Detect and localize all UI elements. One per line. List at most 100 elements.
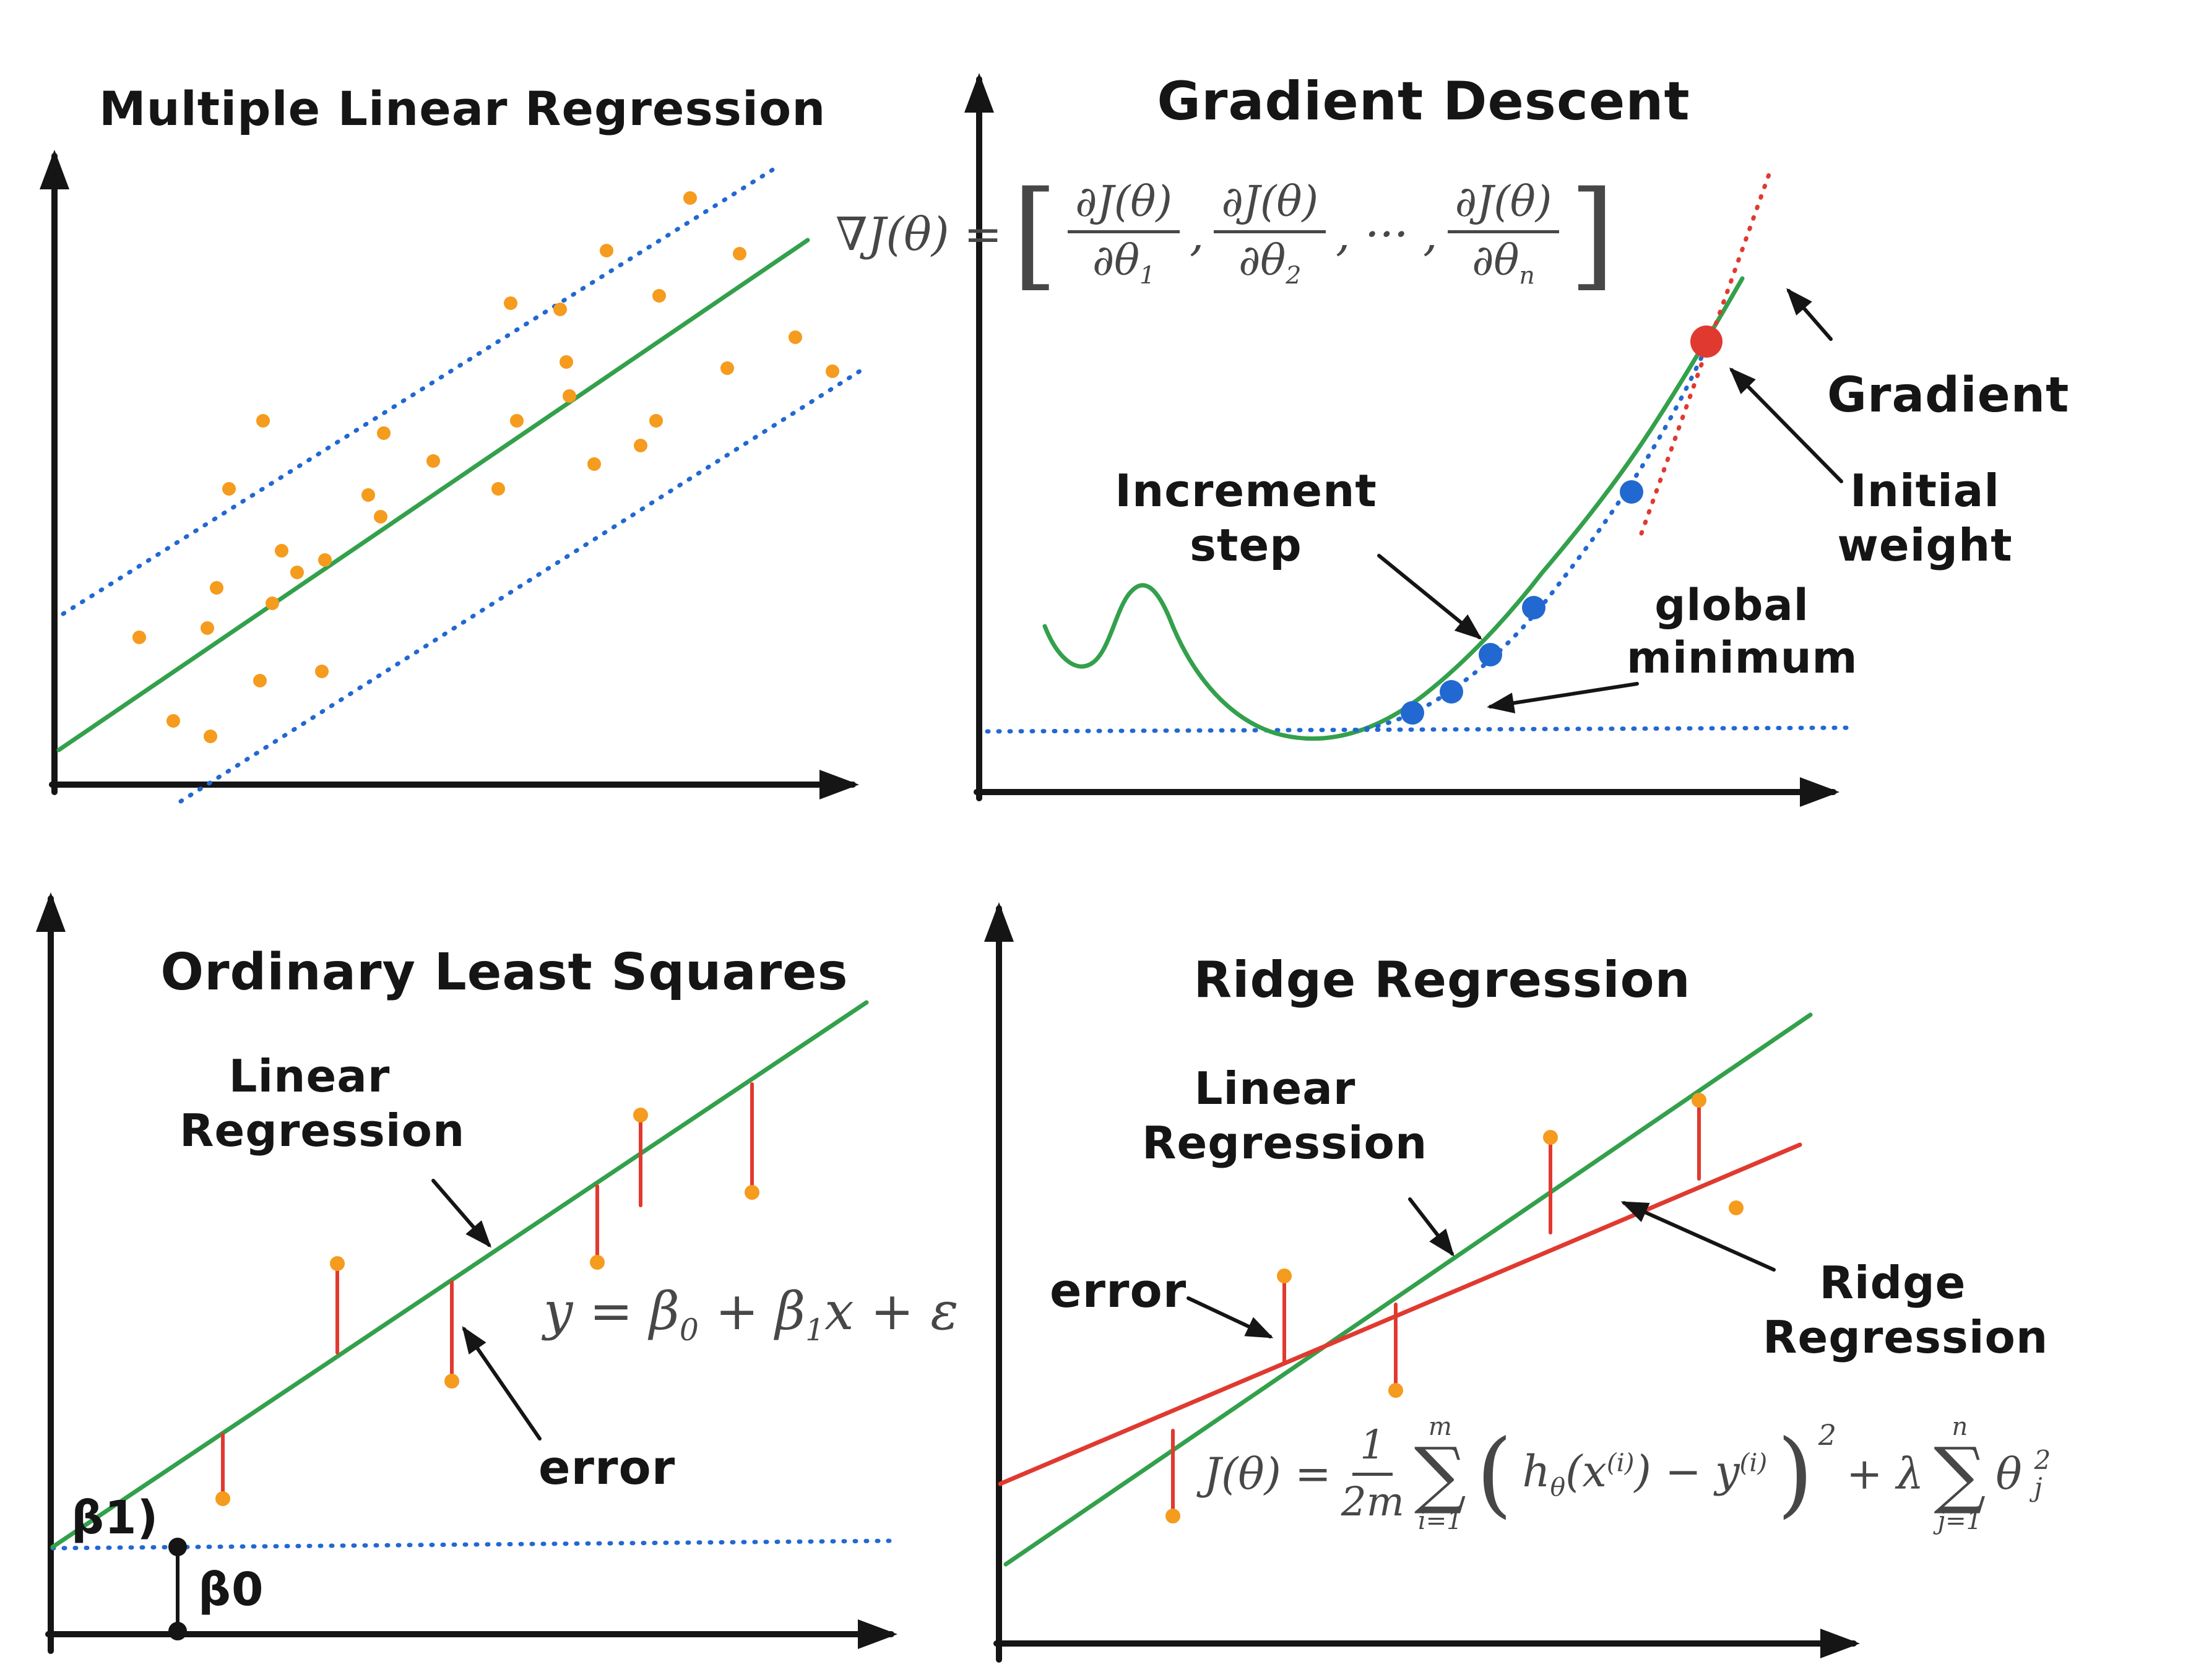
summation-1: m ∑ i=1 <box>1414 1415 1466 1533</box>
mlr-scatter-points <box>132 191 839 743</box>
scatter-point <box>222 482 236 496</box>
lambda-term: + λ <box>1846 1449 1924 1500</box>
bracket-open: [ <box>1012 165 1058 303</box>
ridge-linear-regression-arrow <box>1408 1197 1455 1257</box>
sum-upper: m <box>1428 1413 1452 1441</box>
label-line: weight <box>1837 519 2013 571</box>
ridge-title: Ridge Regression <box>1193 951 1691 1009</box>
gradient-vector-formula: ∇J(θ) = [ ∂J(θ) ∂θ1 , ∂J(θ) ∂θ2 , ··· , … <box>836 165 1615 303</box>
scatter-point <box>720 361 734 375</box>
scatter-point <box>201 621 214 635</box>
ols-linear-regression-label: Linear Regression <box>179 1049 465 1158</box>
scatter-point <box>275 544 288 558</box>
paren-open: ( <box>1476 1419 1513 1528</box>
scatter-point <box>826 364 839 378</box>
gradient-step-dot <box>1401 701 1424 725</box>
label-line: minimum <box>1627 632 1858 684</box>
ols-intercept-line <box>50 1538 899 1551</box>
scatter-point <box>315 665 329 678</box>
scatter-point <box>374 510 387 523</box>
scatter-point <box>634 439 647 452</box>
ridge-regression-label-arrow <box>1620 1201 1776 1272</box>
bracket-close: ] <box>1569 165 1615 303</box>
mlr-plot <box>40 150 864 804</box>
data-point <box>633 1108 648 1122</box>
eq-sup: (i) <box>1606 1447 1635 1478</box>
data-point <box>1277 1269 1292 1283</box>
label-line: step <box>1190 519 1302 571</box>
ellipsis: , ··· , <box>1336 207 1438 261</box>
theta-term: θ <box>1995 1449 2022 1500</box>
den-sub: n <box>1519 261 1535 290</box>
summation-2: n ∑ j=1 <box>1934 1415 1986 1533</box>
mlr-upper-band <box>61 166 777 616</box>
label-line: Regression <box>179 1104 465 1157</box>
scatter-point <box>166 714 180 728</box>
gradient-arrow <box>1786 288 1833 341</box>
increment-step-label: Increment step <box>1107 464 1385 573</box>
label-line: Regression <box>1142 1116 1428 1169</box>
sum-lower: i=1 <box>1418 1507 1463 1536</box>
ols-linear-regression-arrow <box>431 1179 491 1248</box>
paren-close: ) <box>1777 1419 1813 1528</box>
sigma-icon: ∑ <box>1414 1431 1467 1517</box>
ridge-linear-regression-label: Linear Regression <box>1142 1062 1428 1171</box>
ols-error-arrow <box>462 1326 542 1441</box>
ridge-regression-label: Ridge Regression <box>1763 1256 2049 1365</box>
initial-weight-label: Initial weight <box>1826 464 2024 573</box>
eq-part: (x <box>1565 1446 1607 1497</box>
data-point <box>1165 1509 1180 1523</box>
data-point <box>1543 1130 1558 1145</box>
ridge-error-label: error <box>1050 1263 1187 1318</box>
eq-part: ) − y <box>1634 1446 1740 1497</box>
data-point <box>590 1255 605 1270</box>
data-point <box>330 1256 345 1271</box>
theta-exponents: 2 j <box>2034 1444 2051 1501</box>
den-text: ∂θ <box>1092 236 1140 286</box>
partial-derivative-2: ∂J(θ) ∂θ2 <box>1214 178 1326 290</box>
denominator: ∂θ1 <box>1092 233 1155 290</box>
partial-derivative-1: ∂J(θ) ∂θ1 <box>1068 178 1180 290</box>
den-sub: 1 <box>1139 261 1156 290</box>
partial-derivative-n: ∂J(θ) ∂θn <box>1447 178 1560 290</box>
ols-data-points <box>215 1082 759 1506</box>
fraction: 1 2m <box>1341 1423 1404 1525</box>
scatter-point <box>649 414 663 428</box>
scatter-point <box>652 289 666 303</box>
scatter-point <box>553 303 567 316</box>
initial-weight-arrow <box>1729 367 1843 483</box>
scatter-point <box>683 191 697 205</box>
scatter-point <box>253 674 267 687</box>
gd-title: Gradient Descent <box>1157 71 1690 132</box>
ols-equation: y = β0 + β1x + ε <box>543 1281 958 1348</box>
ols-error-label: error <box>538 1440 676 1495</box>
label-line: Ridge <box>1819 1257 1966 1309</box>
label-line: Regression <box>1763 1311 2049 1363</box>
scatter-point <box>560 355 573 369</box>
beta1-point <box>168 1538 187 1556</box>
eq-sup: 2 <box>2034 1444 2051 1475</box>
gd-minimum-level-line <box>985 725 1858 734</box>
formula-lhs: J(θ) = <box>1204 1449 1331 1500</box>
scatter-point <box>210 581 223 595</box>
scatter-point <box>318 553 332 567</box>
data-point <box>1388 1383 1403 1398</box>
denominator: 2m <box>1341 1478 1404 1525</box>
scatter-point <box>510 414 524 428</box>
eq-part: h <box>1522 1446 1550 1497</box>
ridge-cost-formula: J(θ) = 1 2m m ∑ i=1 ( hθ(x(i)) − y(i) ) … <box>1204 1415 2051 1533</box>
scatter-point <box>377 426 391 440</box>
label-line: global <box>1654 580 1809 631</box>
ridge-regression-line <box>998 1142 1802 1486</box>
gd-descent-path <box>1353 344 1709 733</box>
scatter-point <box>491 482 505 496</box>
denominator: ∂θ2 <box>1239 233 1301 290</box>
beta1-label: β1) <box>71 1491 159 1544</box>
formula-lhs: ∇J(θ) = <box>836 207 1003 261</box>
gradient-step-dot <box>1479 643 1502 666</box>
global-minimum-label: global minimum <box>1627 579 1858 685</box>
label-line: Linear <box>1194 1062 1356 1114</box>
scatter-point <box>733 247 746 261</box>
den-text: ∂θ <box>1472 236 1519 286</box>
